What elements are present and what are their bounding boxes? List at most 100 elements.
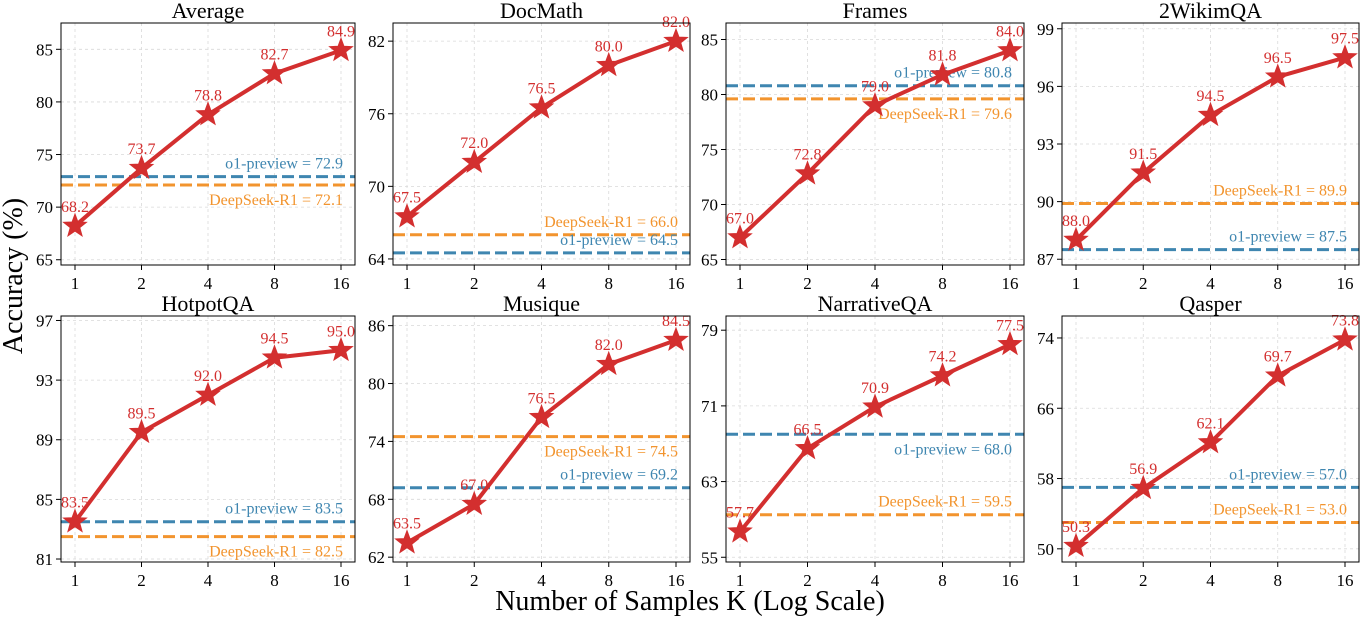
data-label: 96.5 — [1264, 50, 1292, 67]
x-tick-label: 16 — [1002, 571, 1019, 590]
reference-label-deepseek-r1: DeepSeek-R1 = 53.0 — [1213, 501, 1347, 518]
y-tick-label: 85 — [701, 31, 718, 50]
chart-title: HotpotQA — [162, 291, 255, 316]
chart-panel-7: NarrativeQA 55 63 71 79 1 2 4 8 16 o1-preview = 68… — [701, 291, 1025, 590]
x-tick-label: 1 — [71, 274, 80, 293]
data-point-star — [394, 529, 420, 554]
chart-panel-8: Qasper 50 58 66 74 1 2 4 8 16 o1-preview = 57.0 Dee… — [1037, 291, 1360, 590]
data-label: 84.0 — [996, 24, 1024, 41]
reference-label-o1-preview: o1-preview = 87.5 — [1229, 229, 1347, 246]
x-tick-label: 1 — [71, 571, 80, 590]
y-tick-label: 80 — [36, 93, 53, 112]
y-tick-label: 74 — [368, 432, 386, 451]
reference-label-o1-preview: o1-preview = 83.5 — [225, 501, 343, 518]
data-point-star — [328, 36, 354, 62]
y-tick-label: 62 — [368, 548, 385, 567]
chart-panel-1: Average 65 70 75 80 85 1 2 4 8 16 o1-preview = 72.9… — [36, 0, 356, 293]
x-tick-label: 4 — [537, 274, 546, 293]
x-tick-label: 1 — [403, 571, 412, 590]
y-tick-label: 80 — [701, 86, 718, 105]
plot-frame — [725, 315, 1025, 563]
data-label: 68.2 — [61, 199, 89, 216]
chart-title: Frames — [843, 0, 908, 23]
chart-panel-5: HotpotQA 81 85 89 93 97 1 2 4 8 16 o1-preview = 83.… — [36, 291, 356, 590]
y-tick-label: 99 — [1037, 20, 1054, 39]
chart-panel-4: 2WikimQA 87 90 93 96 99 1 2 4 8 16 DeepSeek-R1 = 89… — [1037, 0, 1360, 293]
x-tick-label: 4 — [537, 571, 546, 590]
x-tick-label: 4 — [1206, 571, 1215, 590]
x-tick-label: 2 — [137, 571, 146, 590]
data-point-star — [727, 224, 753, 249]
data-point-star — [394, 203, 420, 228]
y-tick-label: 55 — [701, 548, 718, 567]
y-tick-label: 76 — [368, 105, 385, 124]
x-tick-label: 4 — [204, 571, 213, 590]
x-tick-label: 1 — [1072, 274, 1081, 293]
data-point-star — [1063, 226, 1089, 251]
y-tick-label: 70 — [701, 196, 718, 215]
data-point-star — [1063, 532, 1089, 558]
y-tick-label: 75 — [36, 146, 53, 165]
x-axis-label: Number of Samples K (Log Scale) — [495, 586, 885, 617]
data-point-star — [862, 92, 888, 117]
x-tick-label: 16 — [1337, 274, 1354, 293]
data-label: 79.0 — [861, 79, 889, 96]
plot-frame — [60, 22, 356, 266]
y-tick-label: 64 — [368, 250, 386, 269]
y-tick-label: 80 — [368, 375, 385, 394]
data-label: 76.5 — [528, 390, 556, 407]
x-tick-label: 8 — [270, 274, 279, 293]
y-tick-label: 65 — [701, 251, 718, 270]
y-tick-label: 93 — [36, 371, 53, 390]
reference-label-o1-preview: o1-preview = 69.2 — [560, 467, 678, 484]
data-label: 97.5 — [1331, 31, 1359, 48]
data-label: 95.0 — [327, 323, 355, 340]
y-tick-label: 86 — [368, 317, 385, 336]
reference-label-deepseek-r1: DeepSeek-R1 = 72.1 — [209, 192, 343, 209]
y-tick-label: 74 — [1037, 329, 1055, 348]
reference-label-deepseek-r1: DeepSeek-R1 = 82.5 — [209, 544, 343, 561]
data-point-star — [128, 154, 155, 180]
data-label: 57.7 — [726, 505, 754, 522]
y-tick-label: 90 — [1037, 193, 1054, 212]
y-axis-label: Accuracy (%) — [0, 198, 29, 354]
x-tick-label: 8 — [1274, 274, 1283, 293]
reference-label-deepseek-r1: DeepSeek-R1 = 79.6 — [878, 106, 1012, 123]
data-label: 50.3 — [1062, 519, 1090, 536]
reference-label-o1-preview: o1-preview = 64.5 — [560, 232, 678, 249]
chart-title: 2WikimQA — [1159, 0, 1262, 23]
x-tick-label: 8 — [1274, 571, 1283, 590]
data-label: 73.7 — [128, 141, 156, 158]
data-point-star — [1332, 326, 1358, 351]
reference-label-deepseek-r1: DeepSeek-R1 = 74.5 — [544, 444, 678, 461]
x-tick-label: 1 — [736, 571, 745, 590]
data-point-star — [1197, 101, 1224, 127]
data-point-star — [461, 490, 488, 515]
x-tick-label: 8 — [938, 571, 947, 590]
data-label: 72.8 — [794, 147, 822, 164]
data-label: 67.0 — [726, 211, 754, 228]
data-point-star — [62, 212, 88, 237]
data-label: 63.5 — [393, 516, 421, 533]
data-label: 89.5 — [128, 405, 156, 422]
data-label: 72.0 — [460, 135, 488, 152]
y-tick-label: 79 — [701, 321, 718, 340]
x-tick-label: 4 — [871, 571, 880, 590]
plot-frame — [392, 22, 691, 266]
data-label: 83.5 — [61, 495, 89, 512]
data-point-star — [195, 101, 221, 126]
data-point-star — [794, 435, 821, 460]
data-point-star — [595, 51, 622, 77]
data-label: 82.7 — [261, 47, 289, 64]
data-label: 84.9 — [327, 23, 355, 40]
data-label: 81.8 — [929, 48, 957, 65]
y-tick-label: 97 — [36, 311, 54, 330]
data-label: 66.5 — [794, 421, 822, 438]
data-point-star — [1264, 362, 1291, 387]
data-point-star — [1197, 429, 1224, 454]
x-tick-label: 8 — [605, 274, 614, 293]
data-label: 84.5 — [662, 313, 690, 330]
plot-frame — [60, 315, 356, 563]
data-point-star — [997, 37, 1023, 62]
